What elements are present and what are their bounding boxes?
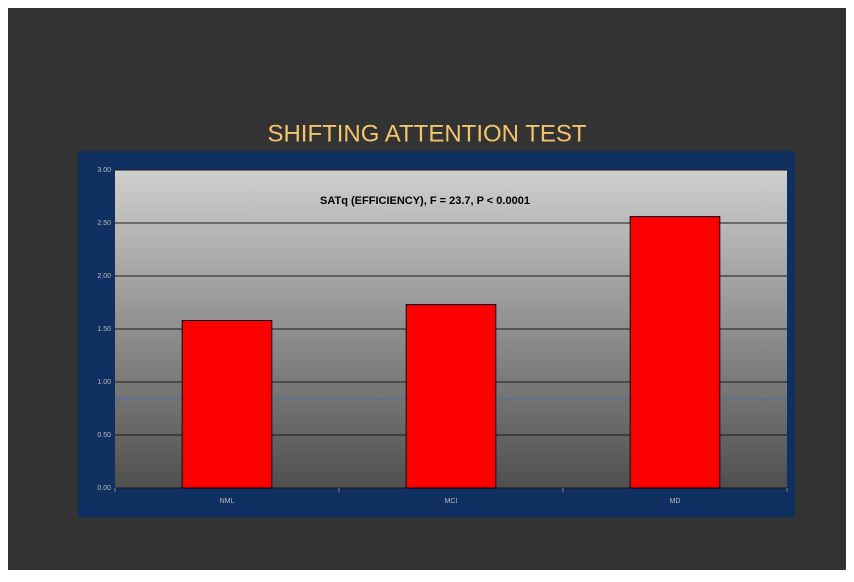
bar bbox=[405, 304, 497, 489]
x-tick-label: MCI bbox=[445, 498, 458, 505]
y-tick-label: 3.00 bbox=[97, 167, 111, 174]
y-tick-label: 2.00 bbox=[97, 273, 111, 280]
x-tick-label: MD bbox=[670, 498, 681, 505]
annotation: SATq (EFFICIENCY), F = 23.7, P < 0.0001 bbox=[320, 195, 530, 207]
y-tick-label: 1.00 bbox=[97, 379, 111, 386]
y-tick-label: 0.50 bbox=[97, 432, 111, 439]
bar bbox=[181, 320, 273, 489]
x-tick-label: NML bbox=[220, 498, 235, 505]
y-tick-label: 2.50 bbox=[97, 220, 111, 227]
y-tick-label: 0.00 bbox=[97, 485, 111, 492]
chart: SATq (EFFICIENCY), F = 23.7, P < 0.0001 0… bbox=[97, 167, 788, 505]
bar bbox=[629, 216, 721, 489]
chart-title: SHIFTING ATTENTION TEST bbox=[267, 120, 586, 147]
y-tick-label: 1.50 bbox=[97, 326, 111, 333]
